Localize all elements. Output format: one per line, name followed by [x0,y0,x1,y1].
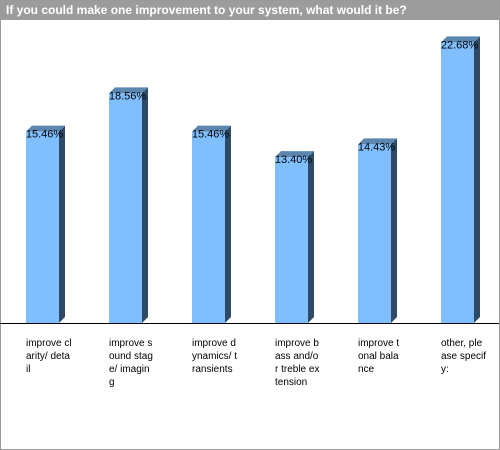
bar [192,131,225,323]
x-tick-label: improve dynamics/ transients [192,338,238,375]
bar [26,131,59,323]
data-label: 22.68% [441,39,479,51]
bar-top [26,125,65,132]
bar-side [225,125,231,324]
x-tick-label: improve clarity/ detail [26,338,72,375]
bar-top [358,138,397,145]
data-label: 15.46% [192,129,230,141]
bar-group: 13.40% [275,151,314,323]
bar-side [474,36,480,324]
bar-side [308,151,314,323]
bar-top [192,125,231,132]
x-tick-label: improve bass and/or treble extension [275,338,320,388]
bar-group: 22.68% [441,36,480,324]
bar-side [59,125,65,324]
bar-group: 15.46% [26,125,65,324]
bar-side [142,87,148,323]
bar-group: 15.46% [192,125,231,324]
bar-top [109,87,148,94]
x-tick-label: improve sound stage/ imaging [109,338,153,388]
bar-top [441,36,480,43]
bar-group: 18.56% [109,87,148,323]
x-tick-label: improve tonal balance [358,338,400,375]
x-tick-label: other, please specify: [441,338,487,375]
bar [275,157,308,323]
bar-top [275,151,314,158]
chart-title: If you could make one improvement to you… [6,3,407,17]
bar [358,144,391,323]
data-label: 15.46% [26,129,64,141]
data-label: 13.40% [275,154,313,166]
bar [441,42,474,324]
bar [109,93,142,323]
chart-title-bar: If you could make one improvement to you… [1,1,499,20]
bar-group: 14.43% [358,138,397,323]
bar-side [391,138,397,323]
data-label: 18.56% [109,90,147,102]
data-label: 14.43% [358,141,396,153]
